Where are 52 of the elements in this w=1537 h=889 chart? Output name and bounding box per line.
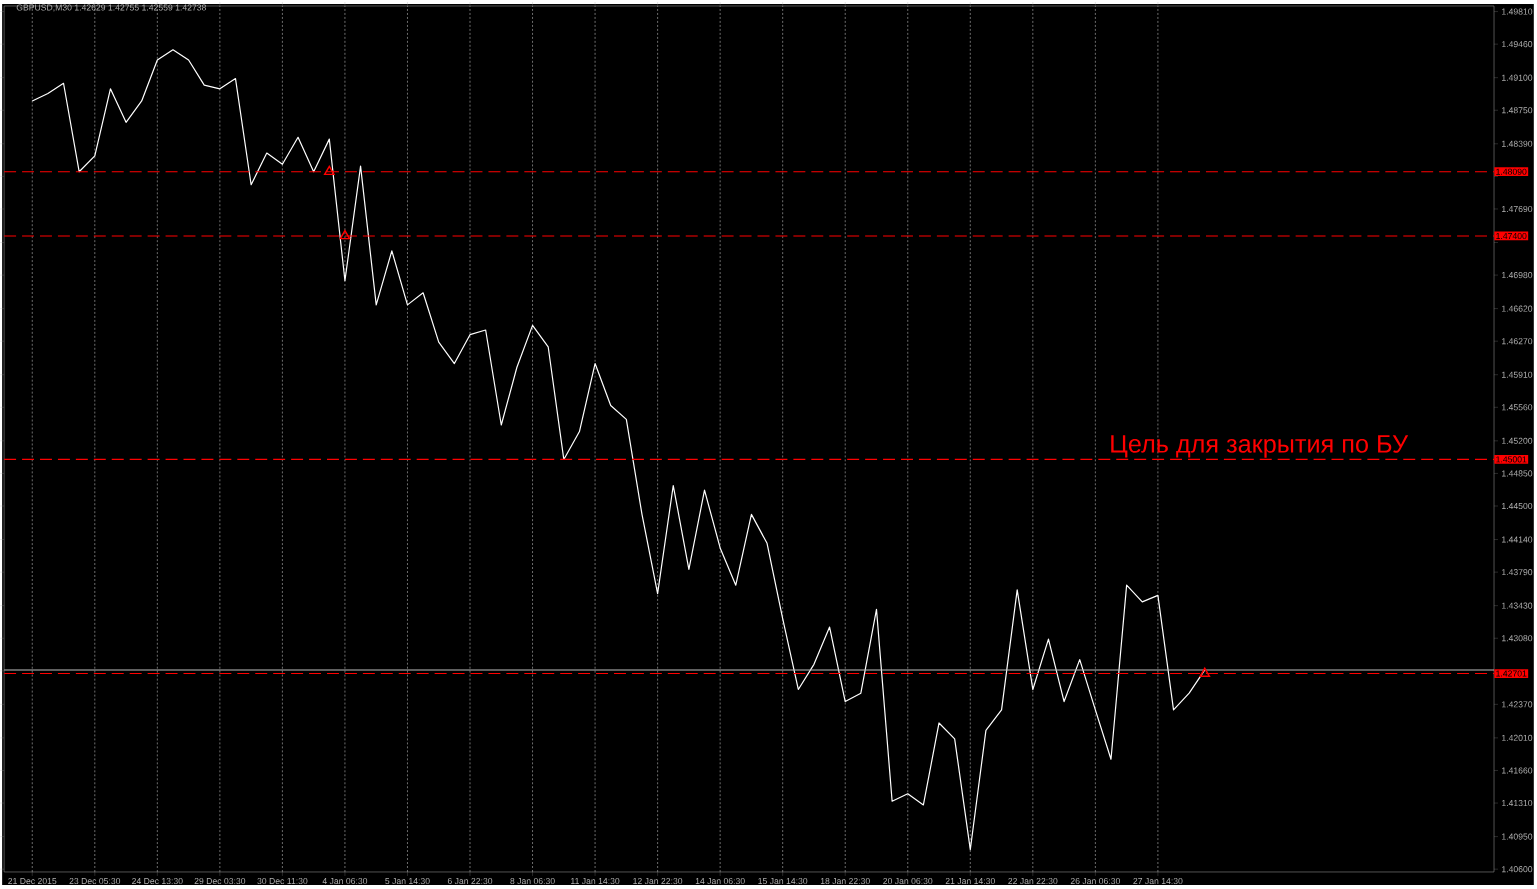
x-tick-label: 6 Jan 22:30	[447, 878, 493, 885]
y-tick-label: 1.41660	[1502, 767, 1533, 774]
y-tick-label: 1.46270	[1502, 338, 1533, 345]
y-tick-label: 1.42370	[1502, 701, 1533, 708]
y-tick-label: 1.44500	[1502, 503, 1533, 510]
y-tick-label: 1.46620	[1502, 305, 1533, 312]
x-tick-label: 15 Jan 14:30	[758, 878, 808, 885]
x-tick-label: 8 Jan 06:30	[510, 878, 555, 885]
x-tick-label: 21 Jan 14:30	[945, 878, 995, 885]
x-tick-label: 24 Dec 13:30	[132, 878, 183, 885]
y-tick-label: 1.48750	[1502, 107, 1533, 114]
ref-line-label: 1.45001	[1496, 456, 1527, 463]
x-tick-label: 18 Jan 22:30	[820, 878, 870, 885]
y-tick-label: 1.44140	[1502, 536, 1533, 543]
y-tick-label: 1.45910	[1502, 371, 1533, 379]
y-tick-label: 1.41310	[1502, 800, 1533, 807]
y-tick-label: 1.46980	[1502, 272, 1533, 279]
x-tick-label: 22 Jan 22:30	[1008, 878, 1058, 885]
y-tick-label: 1.42010	[1502, 735, 1533, 742]
annotation: Цель для закрытия по БУ	[1111, 435, 1409, 458]
y-tick-label: 1.45560	[1502, 404, 1533, 411]
x-tick-label: 12 Jan 22:30	[633, 878, 683, 885]
y-tick-label: 1.40600	[1502, 866, 1533, 873]
x-tick-label: 5 Jan 14:30	[385, 878, 430, 885]
ref-line-label: 1.47400	[1496, 233, 1527, 240]
point	[1199, 667, 1211, 678]
x-tick-label: 30 Dec 11:30	[257, 878, 308, 885]
point	[339, 230, 351, 240]
x-tick-label: 20 Jan 06:30	[883, 878, 933, 885]
x-tick-label: 27 Jan 14:30	[1133, 878, 1183, 885]
ref-line-label: 1.42701	[1496, 670, 1527, 677]
ref-line-label: 1.48090	[1496, 168, 1527, 176]
y-tick-label: 1.43430	[1502, 602, 1533, 609]
chart-title: GBPUSD,M30 1.42629 1.42755 1.42559 1.42738	[16, 4, 206, 12]
y-tick-label: 1.40950	[1502, 833, 1533, 840]
y-tick-label: 1.43080	[1502, 635, 1533, 642]
x-tick-label: 4 Jan 06:30	[322, 878, 368, 885]
y-tick-label: 1.49460	[1502, 41, 1533, 48]
x-tick-label: 21 Dec 2015	[8, 878, 57, 885]
x-tick-label: 11 Jan 14:30	[571, 878, 620, 885]
x-tick-label: 23 Dec 05:30	[69, 878, 121, 885]
x-tick-label: 26 Jan 06:30	[1070, 878, 1120, 885]
y-tick-label: 1.49810	[1502, 8, 1533, 15]
y-tick-label: 1.48390	[1502, 140, 1533, 148]
x-tick-label: 29 Dec 03:30	[194, 878, 246, 885]
point	[323, 165, 335, 176]
y-tick-label: 1.45200	[1502, 438, 1533, 445]
x-tick-label: 14 Jan 06:30	[695, 878, 745, 885]
y-tick-label: 1.49100	[1502, 74, 1533, 81]
y-tick-label: 1.47690	[1502, 206, 1533, 213]
y-tick-label: 1.44850	[1502, 470, 1533, 477]
y-tick-label: 1.43790	[1502, 569, 1533, 576]
